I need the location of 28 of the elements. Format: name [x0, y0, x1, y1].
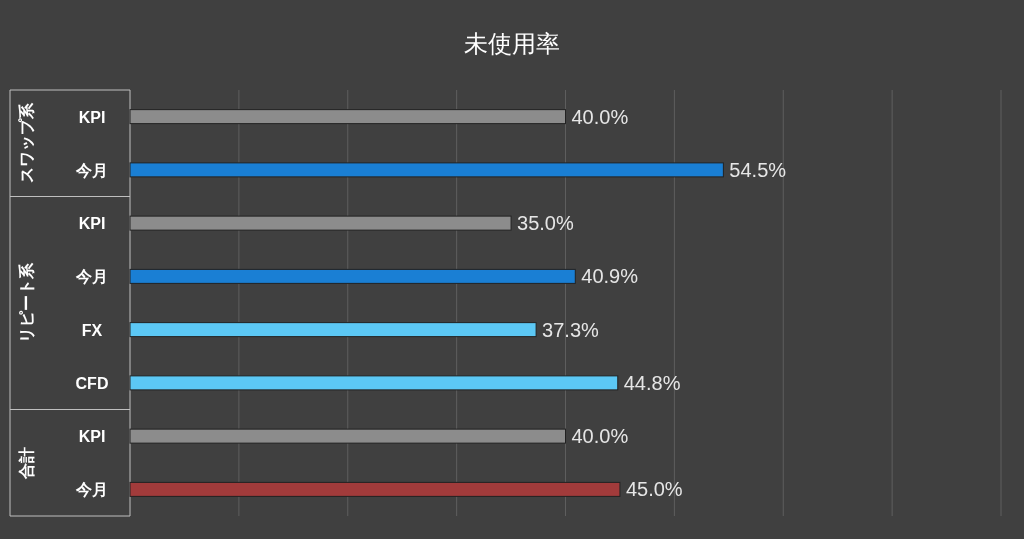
y-tick-label: CFD [75, 374, 109, 392]
bar [129, 428, 566, 444]
bar [129, 162, 724, 178]
y-tick-label: KPI [78, 215, 106, 233]
bar [129, 268, 576, 284]
y-tick-label: KPI [78, 108, 106, 126]
y-tick-label: 今月 [75, 268, 108, 286]
bar [129, 481, 621, 497]
bar [129, 215, 512, 231]
data-label: 45.0% [625, 478, 683, 501]
data-label: 54.5% [729, 158, 787, 181]
data-label: 35.0% [517, 212, 574, 235]
data-label: 40.9% [581, 265, 639, 288]
data-label: 40.0% [571, 425, 629, 448]
bar [129, 375, 619, 391]
data-label: 37.3% [542, 318, 600, 341]
data-label: 40.0% [571, 105, 629, 128]
y-tick-label: KPI [78, 428, 106, 446]
text: スワップ系 [18, 102, 35, 184]
text: リピート系 [18, 262, 35, 343]
chart-title: 未使用率 [464, 30, 560, 57]
y-tick-label: 今月 [75, 161, 108, 179]
data-label: 44.8% [623, 371, 681, 394]
text: 合計 [18, 446, 35, 480]
y-tick-label: FX [81, 321, 103, 339]
bar [129, 322, 537, 338]
bar [129, 109, 566, 125]
y-tick-label: 今月 [75, 481, 108, 499]
